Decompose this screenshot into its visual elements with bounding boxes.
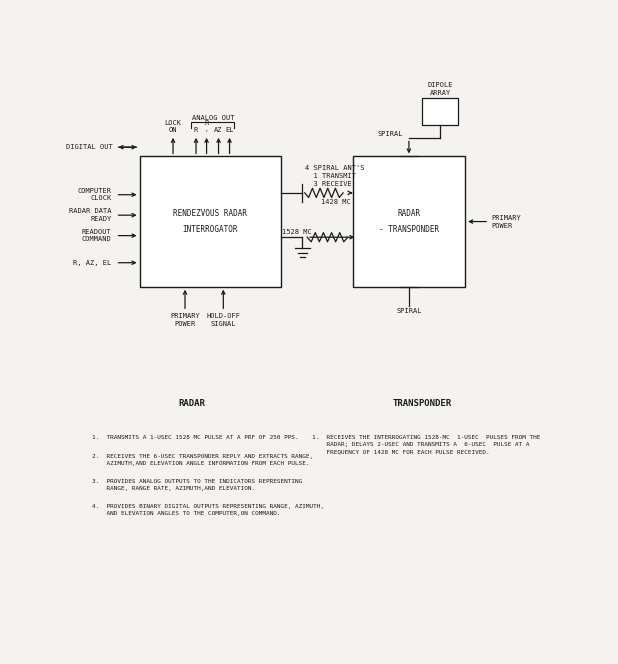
Text: SPIRAL: SPIRAL [377,131,402,137]
Text: 1.  RECEIVES THE INTERROGATING 1528-MC  1-USEC  PULSES FROM THE
    RADAR; DELAY: 1. RECEIVES THE INTERROGATING 1528-MC 1-… [312,435,540,454]
Bar [422,98,458,125]
Bar [140,156,281,287]
Text: HOLD-OFF
SIGNAL: HOLD-OFF SIGNAL [206,313,240,327]
Text: RENDEZVOUS RADAR
INTERROGATOR: RENDEZVOUS RADAR INTERROGATOR [173,209,247,234]
Text: 1.  TRANSMITS A 1-USEC 1528 MC PULSE AT A PRF OF 250 PPS.: 1. TRANSMITS A 1-USEC 1528 MC PULSE AT A… [91,435,298,440]
Text: READOUT
COMMAND: READOUT COMMAND [82,229,112,242]
Text: 4 SPIRAL ANT'S
  1 TRANSMIT
  3 RECEIVE: 4 SPIRAL ANT'S 1 TRANSMIT 3 RECEIVE [305,165,364,187]
Text: 3.  PROVIDES ANALOG OUTPUTS TO THE INDICATORS REPRESENTING
    RANGE, RANGE RATE: 3. PROVIDES ANALOG OUTPUTS TO THE INDICA… [91,479,302,491]
Text: 4.  PROVIDES BINARY DIGITAL OUTPUTS REPRESENTING RANGE, AZIMUTH,
    AND ELEVATI: 4. PROVIDES BINARY DIGITAL OUTPUTS REPRE… [91,504,324,516]
Text: LOCK
ON: LOCK ON [164,120,182,133]
Text: COMPUTER
CLOCK: COMPUTER CLOCK [78,188,112,201]
Text: R
ᵣ: R ᵣ [205,120,209,133]
Text: R: R [194,127,198,133]
Bar [353,156,465,287]
Text: SPIRAL: SPIRAL [396,308,421,314]
Text: R, AZ, EL: R, AZ, EL [74,260,112,266]
Text: EL: EL [226,127,234,133]
Text: RADAR DATA
READY: RADAR DATA READY [69,208,112,222]
Text: 2.  RECEIVES THE 6-USEC TRANSPONDER REPLY AND EXTRACTS RANGE,
    AZIMUTH,AND EL: 2. RECEIVES THE 6-USEC TRANSPONDER REPLY… [91,454,313,466]
Text: DIGITAL OUT: DIGITAL OUT [66,144,113,150]
Text: PRIMARY
POWER: PRIMARY POWER [170,313,200,327]
Text: AZ: AZ [214,127,223,133]
Text: RADAR
- TRANSPONDER: RADAR - TRANSPONDER [379,209,439,234]
Text: 1528 MC: 1528 MC [282,228,312,234]
Text: ANALOG OUT: ANALOG OUT [192,115,234,121]
Text: TRANSPONDER: TRANSPONDER [392,399,452,408]
Text: RADAR: RADAR [179,399,206,408]
Text: PRIMARY
POWER: PRIMARY POWER [491,214,522,228]
Text: DIPOLE
ARRAY: DIPOLE ARRAY [427,82,453,96]
Text: 1428 MC: 1428 MC [321,199,350,205]
